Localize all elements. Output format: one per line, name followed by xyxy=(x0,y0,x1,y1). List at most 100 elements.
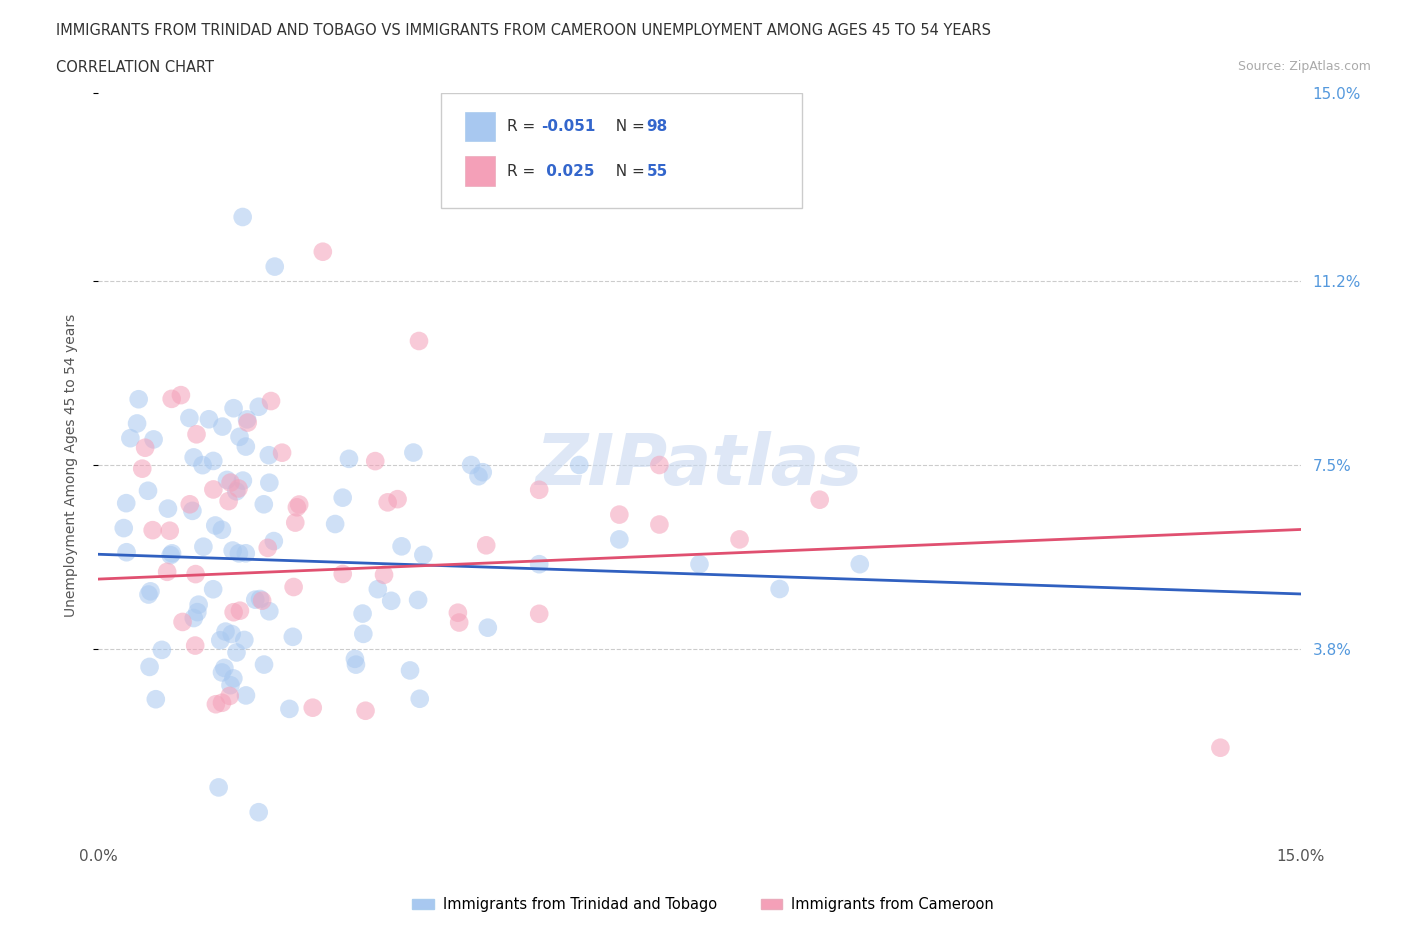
Point xyxy=(471,465,494,480)
Point xyxy=(283,579,305,594)
Point xyxy=(259,475,281,490)
Point xyxy=(214,624,236,639)
Point xyxy=(219,678,242,693)
Point xyxy=(250,593,273,608)
Point xyxy=(260,393,283,408)
Point xyxy=(112,521,135,536)
Point xyxy=(202,482,225,497)
Point xyxy=(391,538,413,553)
Point xyxy=(648,517,671,532)
Point xyxy=(235,688,257,703)
Point xyxy=(136,484,159,498)
Point xyxy=(205,697,228,711)
Point xyxy=(236,412,259,427)
Point xyxy=(204,518,226,533)
Point xyxy=(447,605,470,620)
Point xyxy=(209,632,232,647)
Point xyxy=(181,503,204,518)
Legend: Immigrants from Trinidad and Tobago, Immigrants from Cameroon: Immigrants from Trinidad and Tobago, Imm… xyxy=(406,891,1000,918)
Point xyxy=(202,454,225,469)
Point xyxy=(225,645,247,660)
Text: N =: N = xyxy=(606,119,650,134)
Point xyxy=(160,546,183,561)
Point xyxy=(218,688,240,703)
Point xyxy=(159,524,181,538)
Point xyxy=(186,427,208,442)
Point xyxy=(142,432,165,446)
Point xyxy=(214,660,236,675)
Point xyxy=(253,658,276,672)
Point xyxy=(529,483,551,498)
Point xyxy=(179,497,201,512)
Point xyxy=(477,620,499,635)
Point xyxy=(408,334,430,349)
Point xyxy=(352,627,374,642)
Text: ZIPatlas: ZIPatlas xyxy=(536,431,863,499)
Point xyxy=(138,587,160,602)
Point xyxy=(377,495,399,510)
FancyBboxPatch shape xyxy=(465,156,495,186)
Text: R =: R = xyxy=(508,164,540,179)
Point xyxy=(125,416,148,431)
Point xyxy=(115,496,138,511)
Point xyxy=(406,592,429,607)
Point xyxy=(186,604,208,619)
Point xyxy=(184,566,207,581)
Point xyxy=(232,209,254,224)
Point xyxy=(344,658,367,672)
Point xyxy=(156,565,179,579)
Y-axis label: Unemployment Among Ages 45 to 54 years: Unemployment Among Ages 45 to 54 years xyxy=(63,313,77,617)
Point xyxy=(187,597,209,612)
Point xyxy=(609,507,631,522)
Point xyxy=(211,665,233,680)
Point xyxy=(179,410,201,425)
Point xyxy=(222,604,245,619)
Point xyxy=(285,499,308,514)
Point xyxy=(278,701,301,716)
Text: N =: N = xyxy=(606,164,650,179)
Text: Source: ZipAtlas.com: Source: ZipAtlas.com xyxy=(1237,60,1371,73)
Point xyxy=(529,606,551,621)
Point xyxy=(247,399,270,414)
Point xyxy=(222,401,245,416)
Text: 55: 55 xyxy=(647,164,668,179)
Point xyxy=(120,431,142,445)
Point xyxy=(232,473,254,488)
Point xyxy=(367,581,389,596)
Point xyxy=(235,439,257,454)
Point xyxy=(412,548,434,563)
Point xyxy=(235,546,257,561)
Point xyxy=(159,548,181,563)
Point xyxy=(475,538,498,552)
Text: CORRELATION CHART: CORRELATION CHART xyxy=(56,60,214,75)
Point xyxy=(808,492,831,507)
Text: -0.051: -0.051 xyxy=(541,119,595,134)
Point xyxy=(211,523,233,538)
Point xyxy=(221,627,243,642)
Point xyxy=(284,515,307,530)
Point xyxy=(352,606,374,621)
Point xyxy=(229,604,252,618)
Point xyxy=(218,494,240,509)
Point xyxy=(236,415,259,430)
Point xyxy=(211,419,233,434)
Point xyxy=(387,492,409,507)
Text: R =: R = xyxy=(508,119,540,134)
Point xyxy=(228,546,250,561)
Point xyxy=(332,490,354,505)
Point xyxy=(228,430,250,445)
Text: 0.025: 0.025 xyxy=(541,164,595,179)
Point xyxy=(301,700,323,715)
Point xyxy=(849,557,872,572)
FancyBboxPatch shape xyxy=(441,93,801,208)
Point xyxy=(208,780,231,795)
Point xyxy=(460,458,482,472)
Point xyxy=(312,245,335,259)
Point xyxy=(219,475,242,490)
Point xyxy=(409,691,432,706)
Point xyxy=(609,532,631,547)
Point xyxy=(228,481,250,496)
Point xyxy=(134,440,156,455)
Point xyxy=(131,461,153,476)
Point xyxy=(215,472,238,487)
